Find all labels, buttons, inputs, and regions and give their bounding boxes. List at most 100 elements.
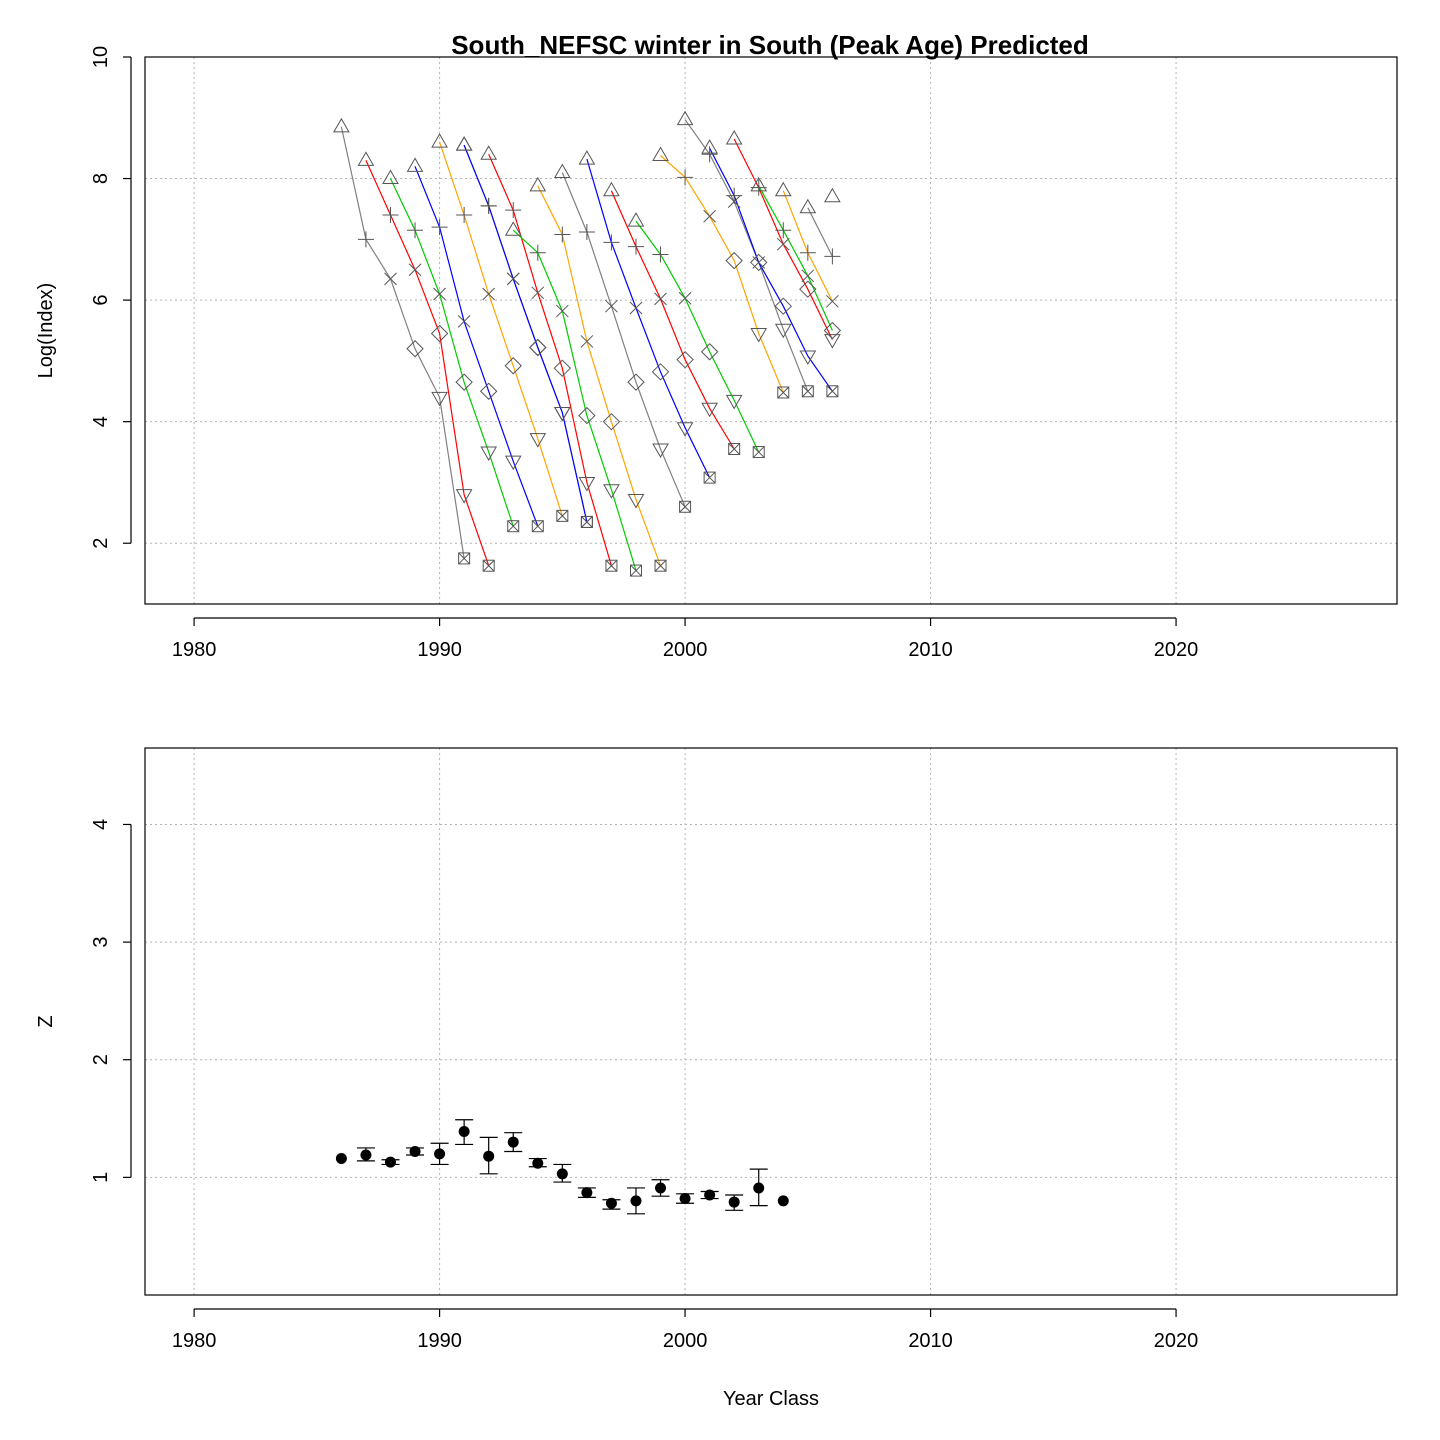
y-tick-label: 6 xyxy=(90,295,112,306)
age-6-marker-cross xyxy=(581,516,593,528)
age-6-marker-cross xyxy=(556,510,569,522)
age-2-marker xyxy=(775,222,792,239)
cohort-line xyxy=(463,144,588,523)
z-point xyxy=(335,1153,347,1165)
cohort-line xyxy=(439,141,563,517)
age-3-marker xyxy=(580,335,594,348)
age-1-marker xyxy=(480,145,498,160)
age-5-marker xyxy=(652,443,669,459)
age-1-marker xyxy=(382,169,399,185)
age-6-marker-cross xyxy=(826,385,839,398)
age-1-marker xyxy=(750,176,768,192)
age-2-marker xyxy=(578,224,595,241)
age-4-marker xyxy=(750,253,768,272)
age-6-marker-cross xyxy=(703,471,716,484)
cohort-line xyxy=(537,185,662,566)
chart-title: South_NEFSC winter in South (Peak Age) P… xyxy=(451,30,1089,60)
z-point xyxy=(384,1156,396,1168)
age-2-marker xyxy=(652,246,669,263)
cohort-line xyxy=(660,155,784,393)
x-tick-label: 2020 xyxy=(1154,639,1199,661)
age-6-marker xyxy=(629,564,642,577)
age-1-marker xyxy=(652,146,669,161)
y-tick-label: 10 xyxy=(90,46,112,68)
age-1-marker xyxy=(333,117,350,133)
age-3-marker xyxy=(605,299,618,313)
y-tick-label: 8 xyxy=(90,173,112,184)
cohort-line xyxy=(463,144,588,523)
age-2-marker xyxy=(677,169,694,186)
y-tick-label: 2 xyxy=(90,1054,112,1065)
age-6-marker-cross xyxy=(482,559,495,572)
z-point xyxy=(605,1197,617,1209)
z-point xyxy=(507,1136,519,1148)
age-5-marker xyxy=(799,350,817,366)
plot-frame xyxy=(144,56,1398,605)
y-tick-label: 4 xyxy=(90,819,112,830)
z-point xyxy=(409,1145,421,1157)
cohort-line xyxy=(709,147,833,392)
age-6-marker xyxy=(654,559,667,572)
age-2-marker xyxy=(407,222,424,239)
cohort-line xyxy=(340,126,465,559)
age-4-marker xyxy=(479,382,498,400)
z-point xyxy=(483,1150,495,1162)
age-6-marker-cross xyxy=(458,552,470,565)
age-5-marker xyxy=(529,433,547,448)
age-6-marker xyxy=(458,552,471,565)
cohort-line xyxy=(684,119,809,392)
age-3-marker xyxy=(457,315,471,328)
age-6-marker xyxy=(580,515,593,528)
z-point xyxy=(581,1187,593,1199)
age-1-marker xyxy=(357,151,375,166)
age-6-marker xyxy=(703,471,716,484)
age-6-marker xyxy=(507,520,520,533)
cohort-line xyxy=(561,172,686,508)
age-5-marker xyxy=(627,493,645,509)
age-1-marker xyxy=(701,139,718,154)
z-point xyxy=(458,1125,470,1137)
age-1-marker xyxy=(824,187,841,203)
age-5-marker xyxy=(701,402,718,418)
z-point xyxy=(630,1195,642,1207)
age-5-marker xyxy=(553,407,571,422)
age-4-marker xyxy=(774,297,792,315)
age-5-marker xyxy=(455,489,473,504)
age-3-marker xyxy=(482,287,496,301)
z-point xyxy=(753,1182,765,1194)
age-2-marker xyxy=(627,238,644,255)
cohort-line xyxy=(389,178,514,527)
age-2-marker xyxy=(701,146,718,163)
age-4-marker xyxy=(553,359,572,377)
age-3-marker xyxy=(408,263,422,277)
y-tick-label: 3 xyxy=(90,937,112,948)
age-3-marker xyxy=(776,237,790,251)
x-tick-label: 1990 xyxy=(417,639,462,661)
age-6-marker xyxy=(679,500,692,513)
age-1-marker xyxy=(774,181,792,197)
age-5-marker xyxy=(504,455,522,471)
age-5-marker xyxy=(480,446,498,462)
log-index-panel: 1980 1990 2000 2010 2020 2 4 6 8 10 Log(Index) Sout… xyxy=(35,30,1398,661)
age-5-marker xyxy=(824,334,841,349)
age-6-marker-cross xyxy=(605,559,618,572)
age-1-marker xyxy=(529,176,547,192)
age-2-marker xyxy=(824,248,841,265)
age-4-marker xyxy=(578,406,596,425)
age-4-marker xyxy=(455,373,473,391)
age-4-marker xyxy=(823,321,842,340)
z-point xyxy=(777,1195,789,1207)
z-point xyxy=(679,1193,691,1205)
y-tick-label: 1 xyxy=(90,1172,112,1183)
cohort-line xyxy=(807,207,833,257)
age-3-marker xyxy=(678,291,692,305)
age-3-marker xyxy=(506,272,520,286)
age-6-marker-cross xyxy=(507,520,520,533)
age-6-marker xyxy=(482,559,495,572)
z-panel: 1980 1990 2000 2010 2020 1 2 3 4 Z Year Class xyxy=(35,747,1398,1410)
age-6-marker-cross xyxy=(531,520,544,533)
x-tick-label: 1980 xyxy=(172,639,217,661)
age-2-marker xyxy=(554,226,571,243)
age-1-marker xyxy=(431,133,448,148)
age-1-marker xyxy=(676,110,694,126)
